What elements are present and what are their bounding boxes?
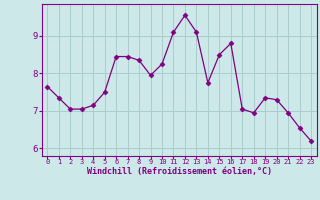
X-axis label: Windchill (Refroidissement éolien,°C): Windchill (Refroidissement éolien,°C) [87, 167, 272, 176]
